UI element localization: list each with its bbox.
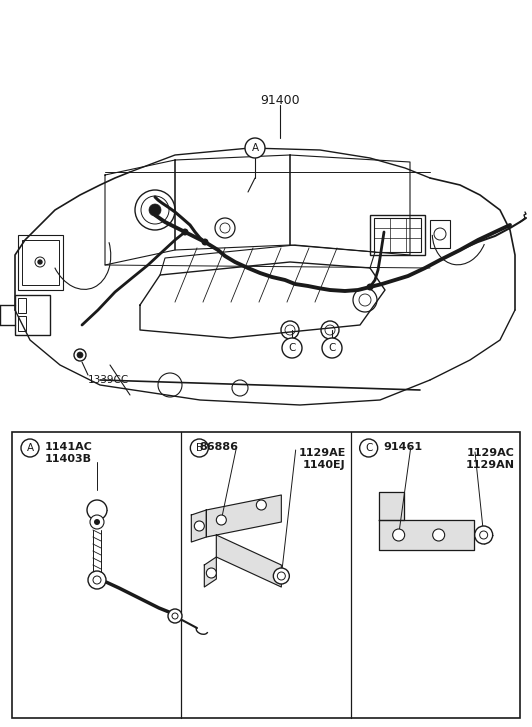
Circle shape	[90, 515, 104, 529]
Text: A: A	[27, 443, 34, 453]
Polygon shape	[192, 510, 206, 542]
Text: 1129AE: 1129AE	[298, 448, 346, 458]
Circle shape	[21, 439, 39, 457]
Text: C: C	[288, 343, 296, 353]
Circle shape	[245, 138, 265, 158]
Text: C: C	[328, 343, 336, 353]
Bar	[18, 316, 26, 331]
Text: C: C	[365, 443, 372, 453]
Bar	[22, 240, 59, 285]
Circle shape	[181, 228, 188, 236]
Circle shape	[367, 284, 373, 291]
Bar	[15, 295, 50, 335]
Circle shape	[194, 521, 204, 531]
Circle shape	[190, 439, 209, 457]
Circle shape	[88, 571, 106, 589]
Circle shape	[202, 238, 209, 246]
Text: 91400: 91400	[260, 94, 300, 106]
Text: 91461: 91461	[384, 442, 423, 452]
Polygon shape	[379, 520, 473, 550]
Text: A: A	[252, 143, 259, 153]
Circle shape	[38, 260, 42, 264]
Text: 1140EJ: 1140EJ	[303, 460, 346, 470]
Bar	[370, 215, 425, 255]
Circle shape	[93, 576, 101, 584]
Text: B: B	[196, 443, 203, 453]
Polygon shape	[379, 492, 404, 520]
Circle shape	[206, 568, 217, 578]
Polygon shape	[204, 557, 217, 587]
Text: 1339CC: 1339CC	[88, 375, 129, 385]
Bar	[430, 220, 450, 248]
Text: 1141AC: 1141AC	[45, 442, 93, 452]
Circle shape	[149, 204, 161, 216]
Circle shape	[168, 609, 182, 623]
Circle shape	[256, 500, 267, 510]
Text: 86886: 86886	[200, 442, 238, 452]
Text: 1129AC: 1129AC	[467, 448, 515, 458]
Circle shape	[277, 572, 285, 580]
Bar	[12, 432, 520, 718]
Circle shape	[480, 531, 488, 539]
Circle shape	[94, 519, 100, 525]
Circle shape	[433, 529, 445, 541]
Circle shape	[273, 568, 289, 584]
Circle shape	[217, 515, 226, 525]
Circle shape	[322, 338, 342, 358]
Polygon shape	[206, 495, 281, 537]
Circle shape	[87, 500, 107, 520]
Circle shape	[282, 338, 302, 358]
Circle shape	[393, 529, 405, 541]
Text: 11403B: 11403B	[45, 454, 92, 464]
Polygon shape	[217, 535, 281, 587]
Bar	[374, 218, 421, 252]
Circle shape	[475, 526, 493, 544]
Text: 1129AN: 1129AN	[466, 460, 515, 470]
Bar	[18, 298, 26, 313]
Bar	[18, 235, 63, 290]
Circle shape	[360, 439, 378, 457]
Circle shape	[77, 352, 83, 358]
